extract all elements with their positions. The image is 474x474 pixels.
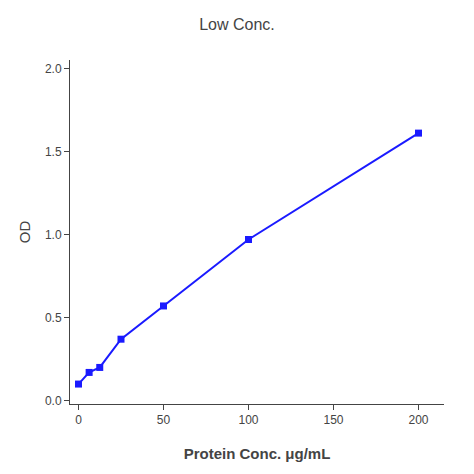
svg-text:1.0: 1.0 (45, 228, 62, 242)
svg-text:50: 50 (157, 413, 171, 427)
svg-text:150: 150 (323, 413, 343, 427)
svg-text:0.5: 0.5 (45, 311, 62, 325)
svg-text:OD: OD (16, 221, 33, 244)
svg-text:0.0: 0.0 (45, 394, 62, 408)
svg-text:200: 200 (408, 413, 428, 427)
svg-text:Protein Conc. μg/mL: Protein Conc. μg/mL (184, 445, 331, 462)
svg-text:2.0: 2.0 (45, 62, 62, 76)
svg-text:1.5: 1.5 (45, 145, 62, 159)
svg-text:0: 0 (75, 413, 82, 427)
svg-text:100: 100 (238, 413, 258, 427)
svg-text:Low Conc.: Low Conc. (199, 16, 275, 33)
